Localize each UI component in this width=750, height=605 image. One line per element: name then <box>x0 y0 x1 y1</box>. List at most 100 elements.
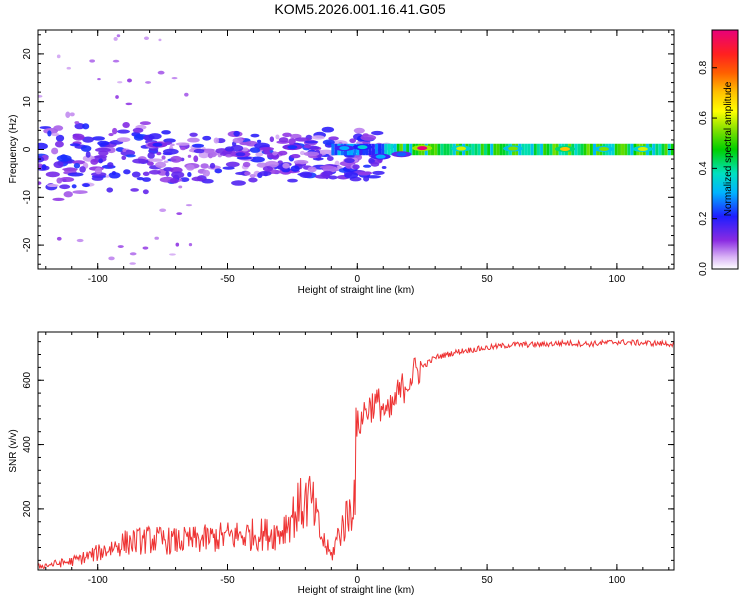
spectrogram-cell <box>289 133 302 139</box>
spectrogram-cell <box>250 156 265 163</box>
spectrogram-cell <box>209 162 216 169</box>
spectrogram-cell <box>192 143 205 148</box>
spectrogram-cell <box>82 183 90 188</box>
spectrogram-cell <box>344 158 355 164</box>
spectrogram-blob-core <box>287 145 298 150</box>
colorbar-frame <box>711 29 739 270</box>
spectrogram-cell <box>200 163 209 169</box>
spectrogram-cell <box>437 143 441 156</box>
spectrogram-cell <box>56 177 63 184</box>
spectrogram-blob-core <box>152 142 163 147</box>
y-tick-label: 200 <box>22 500 33 517</box>
spectrogram-cell <box>107 162 114 168</box>
spectrogram-cell <box>72 133 85 141</box>
x-tick-label: 100 <box>609 575 626 586</box>
spectrogram-cell <box>483 143 487 156</box>
snr-y-axis: 200 400 600 <box>22 341 674 561</box>
spectrogram-cell <box>371 130 384 136</box>
spectrogram-cell <box>661 143 665 156</box>
spectrogram-cell <box>73 162 81 169</box>
spectrogram-cell <box>294 137 310 142</box>
spectrogram-blob-core <box>559 147 570 152</box>
spectrogram-cell <box>396 143 400 156</box>
spectrogram-cell <box>630 143 634 156</box>
x-tick-label: -100 <box>88 274 108 285</box>
spectrogram-cell <box>169 143 175 147</box>
colorbar-tick-label: 0.4 <box>698 161 709 175</box>
spectrogram-cell <box>97 77 101 81</box>
spectrogram-cell <box>116 137 131 143</box>
spectrogram-blob-core <box>339 146 350 151</box>
spectrogram-cell <box>353 143 357 156</box>
spectrogram-cell <box>431 143 435 156</box>
spectrogram-cell <box>94 167 103 175</box>
spectrogram-cell <box>360 134 377 141</box>
spectrogram-cell <box>533 143 537 156</box>
spectrogram-cell <box>82 136 94 143</box>
spectrogram-cell <box>399 143 403 156</box>
spectrogram-cell <box>108 133 114 137</box>
y-tick-label: -10 <box>22 190 33 205</box>
spectrogram-cell <box>162 148 179 155</box>
spectrogram-cell <box>187 154 192 158</box>
spectrogram-cell <box>188 149 194 152</box>
colorbar-tick-label: 0.2 <box>698 211 709 225</box>
spectrogram-cell <box>213 137 219 144</box>
spectrogram-cell <box>121 155 127 160</box>
spectrogram-cell <box>148 133 162 140</box>
spectrogram-cell <box>352 164 360 170</box>
spectrogram-cell <box>288 138 296 146</box>
spectrogram-cell <box>112 127 118 135</box>
spectrogram-cell <box>304 140 319 144</box>
spectrogram-cell <box>129 252 137 256</box>
spectrogram-cell <box>269 136 275 143</box>
spectrogram-cell <box>79 166 86 173</box>
spectrogram-cell <box>139 121 151 126</box>
spectrogram-blob-core <box>375 154 386 159</box>
spectrogram-cell <box>59 176 75 183</box>
spectrogram-cell <box>56 236 62 241</box>
spectrogram-cell <box>583 143 587 156</box>
spectrogram-cell <box>169 177 179 184</box>
spectrogram-cell <box>108 256 115 261</box>
spectrogram-cell <box>47 130 52 137</box>
spectrogram-cell <box>549 143 553 156</box>
spectrogram-cell <box>249 174 256 178</box>
spectrogram-cell <box>187 137 200 143</box>
spectrogram-cell <box>125 154 136 158</box>
spectrogram-cell <box>133 134 145 141</box>
spectrogram-cell <box>303 144 312 149</box>
spectrogram-cell <box>543 143 547 156</box>
spectrogram-cell <box>496 143 500 156</box>
spectrogram-cell <box>127 78 132 83</box>
snr-x-label: Height of straight line (km) <box>298 585 415 596</box>
spectrogram-cell <box>624 143 628 156</box>
spectrogram-cell <box>65 111 71 118</box>
spectrogram-cell <box>193 155 199 163</box>
spectrogram-cell <box>132 158 147 164</box>
spectrogram-blob-core <box>637 147 648 152</box>
spectrogram-cell <box>540 143 544 156</box>
y-tick-label: 20 <box>22 48 33 60</box>
spectrogram-cell <box>318 149 334 155</box>
spectrogram-cell <box>225 161 240 168</box>
spectrogram-cell <box>56 54 61 59</box>
spectrogram-cell <box>179 177 190 182</box>
spectrogram-cell <box>91 172 107 177</box>
snr-panel: -100 -50 0 50 100 200 400 600 Height of straig… <box>8 331 675 596</box>
spectrogram-cell <box>98 158 103 164</box>
spectrogram-cell <box>189 132 198 137</box>
spectrogram-cell <box>71 184 77 189</box>
chart-title: KOM5.2026.001.16.41.G05 <box>274 1 445 17</box>
spectrogram-cell <box>132 127 144 133</box>
spectrogram-cell <box>180 146 186 151</box>
spectrogram-cell <box>112 59 120 63</box>
spectrogram-cell <box>232 137 244 144</box>
spectrogram-cell <box>387 143 391 156</box>
spectrogram-cell <box>362 164 372 168</box>
spectrogram-cell <box>349 138 357 144</box>
spectrogram-cell <box>191 176 204 182</box>
x-tick-label: 0 <box>355 575 361 586</box>
snr-frame <box>37 331 675 571</box>
spectrogram-cell <box>586 143 590 156</box>
